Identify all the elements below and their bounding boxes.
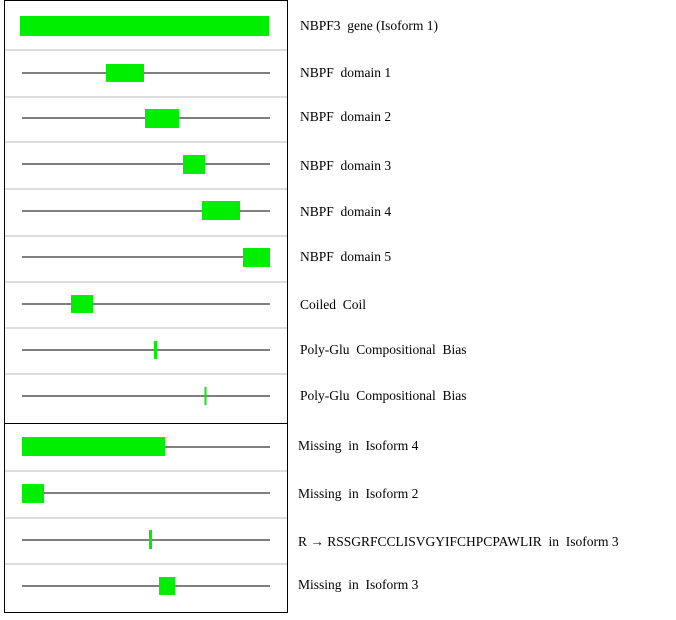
feature-label: NBPF domain 2 xyxy=(300,109,391,124)
feature-label: Missing in Isoform 2 xyxy=(298,486,418,501)
feature-box xyxy=(71,295,93,313)
feature-label: NBPF domain 4 xyxy=(300,204,391,219)
feature-label: Poly-Glu Compositional Bias xyxy=(300,342,467,357)
feature-label: Poly-Glu Compositional Bias xyxy=(300,388,467,403)
feature-label: Coiled Coil xyxy=(300,297,366,312)
feature-box xyxy=(243,248,270,267)
feature-label: NBPF3 gene (Isoform 1) xyxy=(300,18,438,33)
feature-box xyxy=(22,484,44,503)
panel xyxy=(4,0,288,424)
feature-label: Missing in Isoform 3 xyxy=(298,577,419,592)
feature-box xyxy=(145,109,179,128)
feature-label: R → RSSGRFCCLISVGYIFCHPCPAWLIR in Isofor… xyxy=(298,534,619,549)
feature-label: NBPF domain 1 xyxy=(300,65,391,80)
feature-box xyxy=(106,64,144,82)
layout xyxy=(4,0,288,613)
feature-box xyxy=(154,341,157,359)
feature-box xyxy=(202,201,240,220)
feature-label: Missing in Isoform 4 xyxy=(298,438,419,453)
feature-box xyxy=(149,530,152,549)
feature-box xyxy=(204,387,207,405)
feature-box xyxy=(159,577,175,595)
feature-box xyxy=(183,155,205,174)
panel xyxy=(4,423,288,613)
feature-box xyxy=(20,16,269,36)
feature-label: NBPF domain 3 xyxy=(300,158,391,173)
feature-label: NBPF domain 5 xyxy=(300,249,391,264)
feature-box xyxy=(22,437,165,456)
